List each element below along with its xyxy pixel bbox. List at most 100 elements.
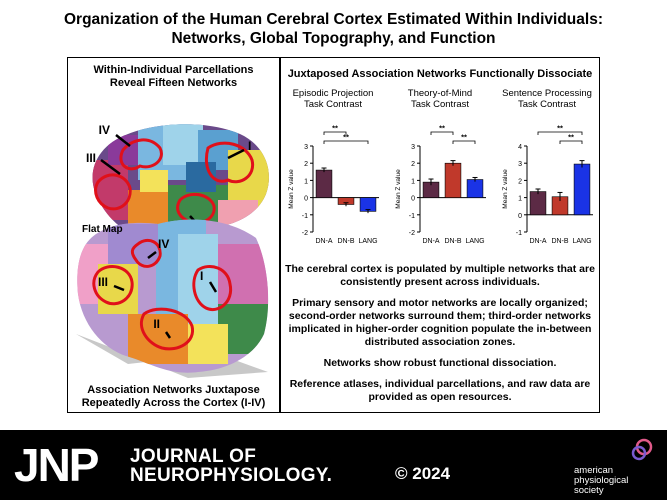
title-line-2: Networks, Global Topography, and Functio… [171, 30, 496, 47]
journal-footer: JNP JOURNAL OF NEUROPHYSIOLOGY. © 2024 a… [0, 430, 667, 500]
flat-label-iii: III [98, 275, 108, 289]
network-label-iv: IV [99, 123, 110, 137]
left-footer-line-2: Repeatedly Across the Cortex (I-IV) [81, 397, 266, 409]
aps-text-line-2: physiological [574, 475, 629, 486]
significance-label: ** [343, 133, 349, 142]
aps-emblem-icon [631, 438, 653, 461]
x-tick-label: LANG [465, 238, 484, 245]
significance-label: ** [557, 124, 563, 133]
significance-bracket [323, 131, 347, 135]
bar [466, 179, 484, 198]
bar [444, 162, 462, 198]
bar-chart-svg: -1 0 1 2 3 4 Mean Z value DN-A DN-B LANG ** ** [502, 124, 593, 245]
x-tick-label: DN-A [529, 238, 546, 245]
significance-label: ** [568, 133, 574, 142]
x-tick-label: LANG [572, 238, 591, 245]
journal-name: JOURNAL OF NEUROPHYSIOLOGY. [130, 447, 332, 485]
y-tick-label: -2 [409, 230, 415, 237]
x-tick-label: LANG [358, 238, 377, 245]
bar-chart-svg: -2 -1 0 1 2 3 Mean Z value DN-A DN-B LANG ** ** [288, 124, 379, 245]
significance-bracket [430, 131, 454, 135]
flat-label-ii: II [153, 317, 160, 331]
y-tick-label: 0 [411, 196, 415, 203]
y-tick-label: 4 [518, 144, 522, 151]
chart-title: Sentence Processing Task Contrast [495, 88, 599, 110]
chart-sentence-processing: Sentence Processing Task Contrast -1 0 1 2 3… [495, 88, 599, 256]
y-axis-label: Mean Z value [502, 169, 509, 209]
network-label-iii: III [86, 151, 96, 165]
y-tick-label: 3 [518, 161, 522, 168]
finding-1: The cerebral cortex is populated by mult… [285, 263, 595, 288]
y-tick-label: 0 [304, 196, 308, 203]
aps-logo: american physiological society [574, 438, 662, 496]
aps-text: american physiological society [574, 466, 628, 496]
network-label-i: I [248, 139, 251, 153]
x-tick-label: DN-A [422, 238, 439, 245]
y-tick-label: 3 [411, 144, 415, 151]
aps-text-line-1: american [574, 465, 614, 476]
journal-name-line-2: NEUROPHYSIOLOGY. [130, 465, 333, 486]
panel-divider [279, 58, 281, 412]
graphical-abstract-frame: Within-Individual Parcellations Reveal F… [67, 57, 600, 413]
chart-title: Theory-of-Mind Task Contrast [388, 88, 492, 110]
y-axis-label: Mean Z value [395, 169, 402, 209]
y-tick-label: 2 [304, 161, 308, 168]
flat-label-iv: IV [158, 237, 169, 251]
bar [315, 169, 333, 198]
y-tick-label: -1 [302, 213, 308, 220]
y-axis-label: Mean Z value [288, 169, 295, 209]
y-tick-label: 1 [411, 178, 415, 185]
left-footer-line-1: Association Networks Juxtapose [87, 384, 260, 396]
chart-title-line-1: Episodic Projection [292, 88, 374, 99]
y-tick-label: 2 [411, 161, 415, 168]
left-panel-heading: Within-Individual Parcellations Reveal F… [68, 64, 279, 90]
flat-label-i: I [200, 269, 203, 283]
y-tick-label: 1 [518, 196, 522, 203]
y-tick-label: 1 [304, 178, 308, 185]
journal-name-line-1: JOURNAL OF [130, 446, 257, 467]
y-tick-label: 2 [518, 178, 522, 185]
left-panel-footer: Association Networks Juxtapose Repeatedl… [68, 384, 279, 410]
y-tick-label: -2 [302, 230, 308, 237]
finding-2: Primary sensory and motor networks are l… [288, 297, 592, 348]
flat-map-illustration: Flat Map IV III I II [76, 219, 269, 378]
significance-label: ** [461, 133, 467, 142]
chart-theory-of-mind: Theory-of-Mind Task Contrast -2 -1 0 1 2 3 Mea… [388, 88, 492, 256]
poster-title: Organization of the Human Cerebral Corte… [0, 10, 667, 48]
x-tick-label: DN-B [337, 238, 354, 245]
chart-title-line-1: Theory-of-Mind [407, 88, 473, 99]
bar [529, 191, 547, 216]
significance-label: ** [332, 124, 338, 133]
significance-bracket [452, 140, 476, 144]
chart-title-line-1: Sentence Processing [502, 88, 592, 99]
chart-title-line-2: Task Contrast [410, 99, 470, 110]
significance-bracket [559, 140, 583, 144]
significance-label: ** [439, 124, 445, 133]
chart-title-line-2: Task Contrast [517, 99, 577, 110]
finding-3: Networks show robust functional dissocia… [323, 357, 557, 369]
copyright-text: © 2024 [395, 464, 451, 483]
bar-chart-svg: -2 -1 0 1 2 3 Mean Z value DN-A DN-B LANG ** ** [395, 124, 486, 245]
chart-title: Episodic Projection Task Contrast [281, 88, 385, 110]
y-tick-label: -1 [516, 230, 522, 237]
x-tick-label: DN-B [444, 238, 461, 245]
flat-map-label: Flat Map [82, 224, 123, 235]
x-tick-label: DN-A [315, 238, 332, 245]
chart-title-line-2: Task Contrast [303, 99, 363, 110]
left-heading-line-1: Within-Individual Parcellations [93, 64, 254, 76]
significance-bracket [537, 131, 583, 135]
left-heading-line-2: Reveal Fifteen Networks [109, 77, 238, 89]
y-tick-label: -1 [409, 213, 415, 220]
significance-bracket [323, 140, 369, 144]
key-findings: The cerebral cortex is populated by mult… [281, 263, 599, 412]
title-line-1: Organization of the Human Cerebral Corte… [64, 11, 603, 28]
right-panel-heading: Juxtaposed Association Networks Function… [287, 68, 593, 80]
bar [573, 163, 591, 216]
finding-4: Reference atlases, individual parcellati… [289, 378, 591, 403]
y-tick-label: 0 [518, 213, 522, 220]
jnp-logo: JNP [14, 439, 99, 491]
x-tick-label: DN-B [551, 238, 568, 245]
aps-text-line-3: society [574, 485, 604, 496]
chart-episodic-projection: Episodic Projection Task Contrast -2 -1 0 1… [281, 88, 385, 256]
y-tick-label: 3 [304, 144, 308, 151]
